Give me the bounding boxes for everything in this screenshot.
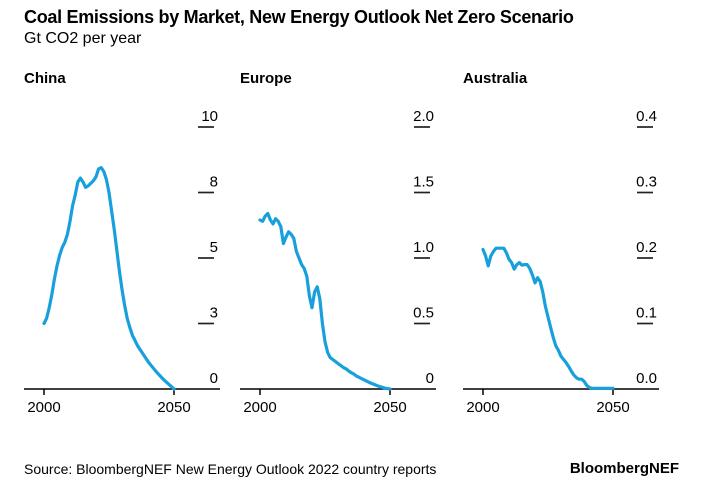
y-tick-label: 2.0 [413,108,434,125]
y-tick-label: 0.1 [636,305,657,322]
y-tick-label: 0.0 [636,370,657,387]
y-tick-label: 0.2 [636,239,657,256]
emissions-line [481,246,615,390]
x-tick-label: 2000 [466,399,499,416]
bloombergnef-logo: BloombergNEF [569,460,679,477]
panel-australia: Australia 2000 2050 0.0 0.1 0.2 0.3 0.4 [463,70,659,418]
y-tick-label: 0.5 [413,305,434,322]
y-tick-label: 8 [210,174,218,191]
panel-title-europe: Europe [240,70,292,87]
y-tick-label: 3 [210,305,218,322]
y-tick-label: 5 [210,239,218,256]
x-tick-label: 2050 [373,399,406,416]
y-tick-label: 0.4 [636,108,657,125]
y-tick-label: 0 [426,370,434,387]
y-tick-label: 1.0 [413,239,434,256]
x-tick-label: 2000 [243,399,276,416]
chart-title: Coal Emissions by Market, New Energy Out… [24,7,574,27]
y-tick-label: 10 [201,108,218,125]
source-note: Source: BloombergNEF New Energy Outlook … [24,461,437,477]
emissions-line [42,165,176,391]
x-tick-label: 2050 [157,399,190,416]
panel-title-australia: Australia [463,70,528,87]
chart-subtitle: Gt CO2 per year [24,30,142,47]
panel-china: China 2000 2050 0 3 5 8 10 [24,70,220,418]
europe-chart-svg: 2000 2050 0 0.5 1.0 1.5 2.0 [240,108,436,416]
x-tick-label: 2000 [27,399,60,416]
x-tick-label: 2050 [596,399,629,416]
australia-chart-svg: 2000 2050 0.0 0.1 0.2 0.3 0.4 [463,108,659,416]
y-tick-label: 0 [210,370,218,387]
panel-title-china: China [24,70,66,87]
y-tick-label: 1.5 [413,174,434,191]
emissions-line [258,211,392,391]
y-tick-label: 0.3 [636,174,657,191]
china-chart-svg: 2000 2050 0 3 5 8 10 [24,108,220,416]
panel-europe: Europe 2000 2050 0 0.5 1.0 1.5 2.0 [240,70,436,418]
